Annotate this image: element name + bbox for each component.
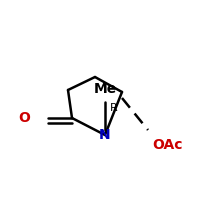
Text: R: R xyxy=(109,103,117,113)
Text: N: N xyxy=(99,128,110,142)
Text: OAc: OAc xyxy=(151,138,182,152)
Text: Me: Me xyxy=(93,82,116,96)
Text: O: O xyxy=(18,111,30,125)
